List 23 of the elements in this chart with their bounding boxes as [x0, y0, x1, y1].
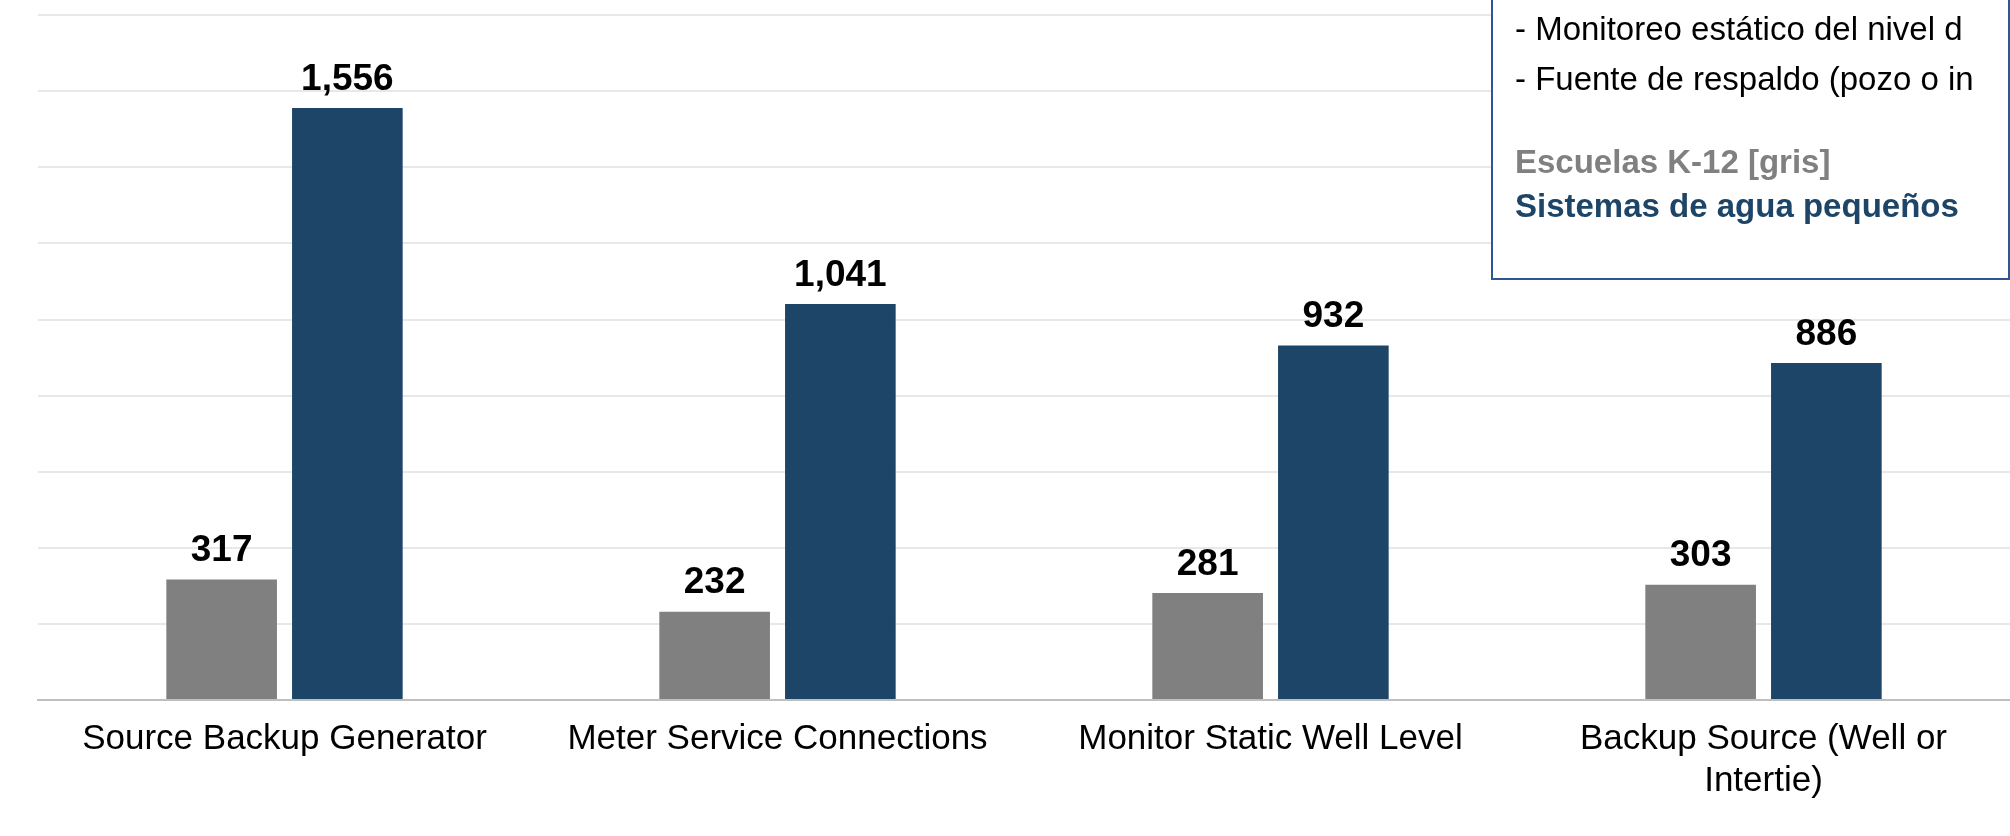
bar [166, 579, 277, 699]
bar [785, 303, 896, 699]
data-label: 303 [1669, 533, 1732, 575]
x-tick-label: Source Backup Generator [82, 716, 488, 756]
x-tick-label: Monitor Static Well Level [1078, 716, 1463, 756]
data-label: 1,556 [301, 56, 394, 98]
data-label: 232 [683, 560, 746, 602]
data-label: 886 [1795, 311, 1858, 353]
note-box: - Monitoreo estático del nivel d - Fuente de respaldo (pozo o in Escuelas K-12 [gris] Sistemas de agua pequeños [1491, 0, 2010, 280]
data-label: 317 [190, 528, 253, 570]
x-tick-label: Meter Service Connections [567, 716, 988, 756]
annotation: - Monitoreo estático del nivel d [1515, 9, 1964, 49]
data-label: 932 [1302, 294, 1365, 336]
data-label: 281 [1176, 541, 1239, 583]
bar [1278, 345, 1389, 699]
annotation: - Fuente de respaldo (pozo o in [1515, 59, 1975, 99]
x-tick-label: Backup Source (Well or Intertie) [1579, 716, 1948, 798]
bar [1152, 593, 1263, 699]
bar [292, 108, 403, 699]
data-label: 1,041 [794, 252, 887, 294]
bar [1771, 362, 1882, 699]
bar [659, 611, 770, 699]
bar [1645, 584, 1756, 699]
